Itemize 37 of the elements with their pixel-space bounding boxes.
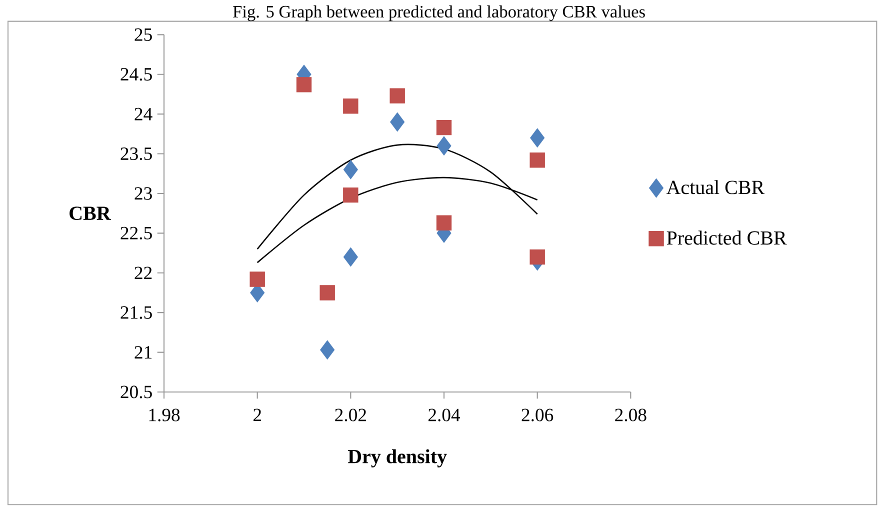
point	[250, 272, 265, 287]
point	[390, 112, 405, 132]
point	[343, 98, 358, 114]
point	[436, 120, 452, 136]
x-tick-label: 2.04	[428, 408, 460, 422]
y-tick-label: 22	[134, 266, 152, 280]
point	[343, 247, 358, 267]
point	[530, 249, 545, 265]
y-tick-label: 23.5	[120, 147, 152, 160]
x-axis-title: Dry density	[348, 449, 447, 468]
x-tick-label: 2.08	[615, 408, 646, 422]
y-tick-label: 25	[134, 28, 152, 41]
point	[320, 285, 335, 300]
y-tick-label: 21.5	[120, 306, 152, 319]
y-axis-title: CBR	[70, 206, 111, 220]
x-tick-label: 1.98	[149, 408, 180, 422]
y-tick-label: 24.5	[120, 68, 152, 81]
point	[436, 215, 452, 230]
x-tick-label: 2	[253, 408, 261, 422]
point	[436, 136, 452, 156]
y-tick-label: 21	[134, 346, 152, 358]
point	[320, 340, 335, 360]
point	[530, 152, 545, 168]
point	[343, 160, 358, 180]
point	[343, 187, 358, 203]
y-tick-label: 20.5	[120, 386, 152, 398]
point	[390, 88, 405, 104]
x-tick-label: 2.02	[335, 408, 366, 422]
y-tick-label: 22.5	[120, 226, 152, 240]
legend-label: Actual CBR	[666, 180, 765, 194]
x-tick-label: 2.06	[522, 408, 554, 422]
chart-title: Fig. 5 Graph between predicted and laboratory CBR values	[233, 5, 645, 22]
y-tick-label: 23	[134, 187, 152, 200]
point	[296, 77, 312, 92]
point	[530, 128, 545, 148]
y-tick-label: 24	[134, 108, 152, 120]
legend-label: Predicted CBR	[666, 230, 787, 245]
